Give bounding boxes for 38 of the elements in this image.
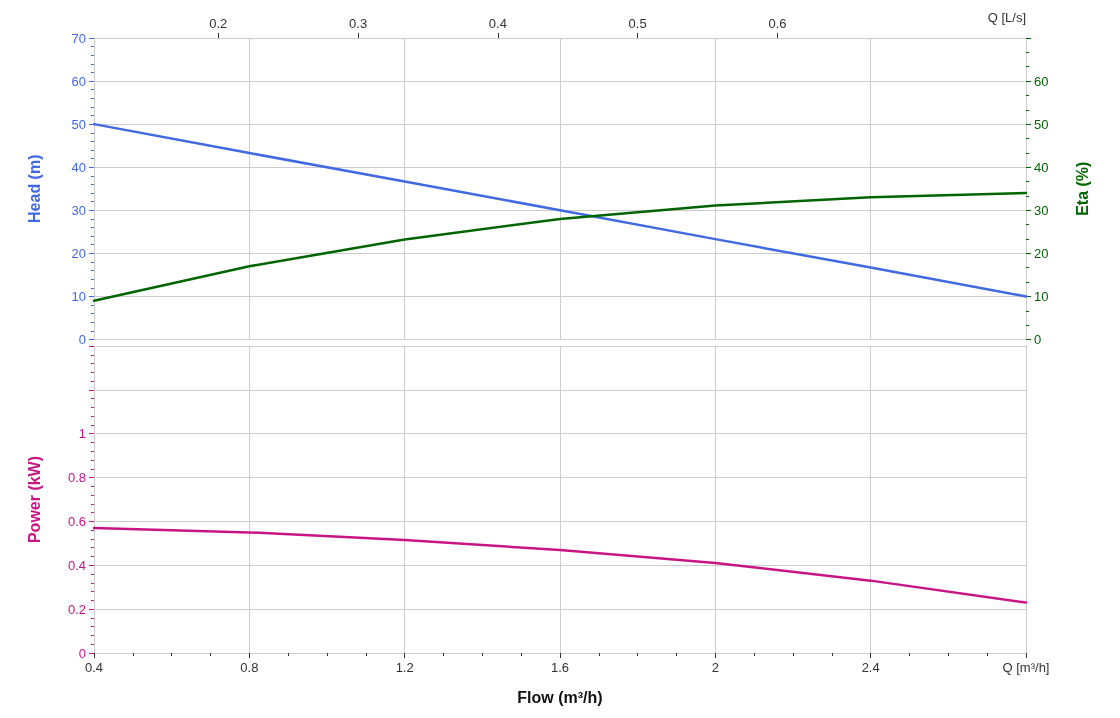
y-tick-label: 0 (78, 645, 86, 661)
y2-tick-label: 30 (1034, 202, 1049, 218)
x-axis-title: Flow (m³/h) (517, 688, 603, 706)
x2-tick-label: 0.5 (628, 16, 647, 31)
y-tick-label: 40 (71, 159, 86, 175)
y-tick-label: 0.8 (67, 470, 86, 486)
y-tick-label: 20 (71, 245, 86, 261)
y-tick-label: 60 (71, 73, 86, 89)
y2-tick-label: 40 (1034, 159, 1049, 175)
x2-tick-label: 0.6 (768, 16, 787, 31)
x2-axis-title: Q [L/s] (987, 10, 1026, 25)
y2-tick-label: 10 (1034, 288, 1049, 304)
x-tick-label: 1.2 (395, 660, 414, 675)
y-tick-label: 1 (78, 426, 86, 442)
x2-tick-label: 0.3 (349, 16, 368, 31)
y2-axis-title: Eta (%) (1073, 161, 1091, 216)
y-tick-label: 0.2 (67, 601, 86, 617)
y2-tick-label: 0 (1034, 332, 1042, 347)
x-tick-label: 1.6 (550, 660, 570, 675)
y-tick-label: 10 (71, 288, 86, 304)
y2-tick-label: 60 (1034, 73, 1049, 89)
y-tick-label: 30 (71, 202, 86, 218)
x2-tick-label: 0.2 (209, 16, 228, 31)
x-tick-label: 2.4 (861, 660, 880, 675)
y-tick-label: 50 (71, 116, 86, 132)
x-tick-label: 2 (711, 660, 719, 675)
y-axis-title: Head (m) (25, 154, 43, 223)
y-axis-title: Power (kW) (25, 455, 43, 544)
line-series (92, 191, 1028, 302)
y-tick-label: 0 (78, 332, 86, 347)
y-tick-label: 0.6 (67, 513, 86, 529)
x-tick-label: 0.8 (240, 660, 259, 675)
x2-tick-label: 0.4 (488, 16, 507, 31)
y2-tick-label: 20 (1034, 245, 1049, 261)
y-tick-label: 0.4 (67, 557, 86, 573)
x-tick-label: Q [m³/h] (1002, 660, 1050, 675)
y-tick-label: 70 (71, 30, 86, 46)
y2-tick-label: 50 (1034, 116, 1049, 132)
